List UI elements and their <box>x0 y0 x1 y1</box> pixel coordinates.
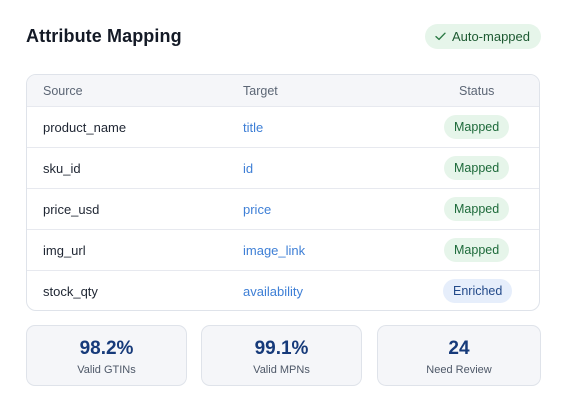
table-header: Source Target Status <box>27 75 539 107</box>
table-row[interactable]: price_usd price Mapped <box>27 189 539 230</box>
stat-value: 99.1% <box>254 338 309 359</box>
stat-value: 98.2% <box>79 338 134 359</box>
source-field: img_url <box>43 243 86 258</box>
stat-label: Valid MPNs <box>253 364 310 376</box>
table-row[interactable]: product_name title Mapped <box>27 107 539 148</box>
target-field-link[interactable]: title <box>243 120 264 135</box>
page-title: Attribute Mapping <box>26 26 182 46</box>
source-field: product_name <box>43 120 127 135</box>
source-field: sku_id <box>43 161 81 176</box>
stat-card-need-review[interactable]: 24 Need Review <box>377 325 541 386</box>
stats-row: 98.2% Valid GTINs 99.1% Valid MPNs 24 Ne… <box>26 325 542 386</box>
table-row[interactable]: img_url image_link Mapped <box>27 230 539 271</box>
status-badge: Mapped <box>444 156 510 180</box>
table-row[interactable]: stock_qty availability Enriched <box>27 271 539 310</box>
target-field-link[interactable]: id <box>243 161 254 176</box>
status-badge: Mapped <box>444 238 510 262</box>
status-badge: Enriched <box>443 279 513 303</box>
target-field-link[interactable]: price <box>243 202 272 217</box>
column-header-source: Source <box>43 84 83 98</box>
auto-mapped-badge: Auto-mapped <box>424 24 541 49</box>
stat-card-valid-gtins: 98.2% Valid GTINs <box>26 325 187 386</box>
stat-value: 24 <box>448 338 470 359</box>
mapping-table: Source Target Status product_name title … <box>26 74 540 311</box>
table-row[interactable]: sku_id id Mapped <box>27 148 539 189</box>
status-badge: Mapped <box>444 115 510 139</box>
column-header-target: Target <box>243 84 278 98</box>
target-field-link[interactable]: image_link <box>243 243 306 258</box>
source-field: stock_qty <box>43 284 98 299</box>
source-field: price_usd <box>43 202 100 217</box>
target-field-link[interactable]: availability <box>243 284 303 299</box>
stat-card-valid-mpns: 99.1% Valid MPNs <box>201 325 362 386</box>
stat-label: Valid GTINs <box>77 364 136 376</box>
status-badge: Mapped <box>444 197 510 221</box>
auto-mapped-label: Auto-mapped <box>451 29 530 44</box>
page-header: Attribute Mapping Auto-mapped <box>26 24 542 50</box>
check-icon <box>435 32 446 41</box>
stat-label: Need Review <box>426 364 492 376</box>
column-header-status: Status <box>459 84 495 98</box>
